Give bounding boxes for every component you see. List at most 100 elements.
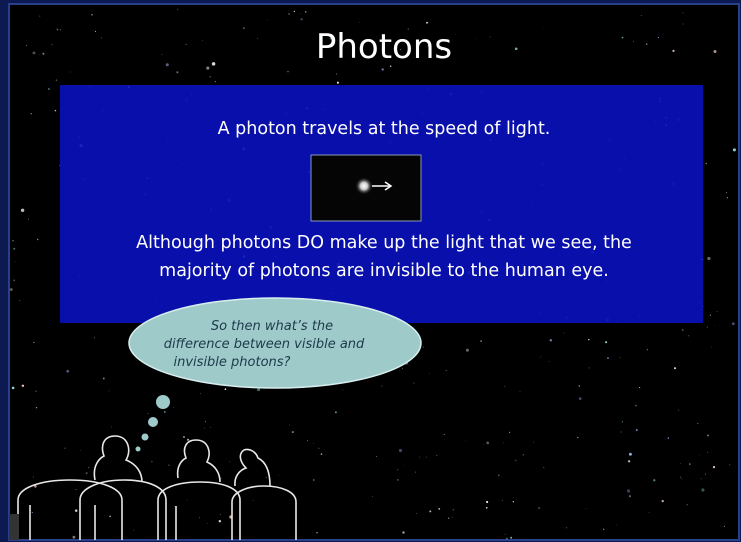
- bubble-text: invisible photons?: [174, 355, 291, 370]
- star: [335, 411, 337, 414]
- star: [278, 474, 279, 476]
- seat: [17, 479, 123, 540]
- star: [291, 431, 294, 434]
- star: [211, 62, 216, 66]
- star: [448, 517, 450, 519]
- star: [678, 409, 680, 411]
- star: [55, 79, 58, 82]
- star: [622, 421, 623, 423]
- star: [288, 13, 290, 15]
- star: [639, 387, 641, 389]
- star: [628, 495, 631, 498]
- star: [443, 433, 445, 435]
- bubble-dot: [148, 417, 158, 427]
- star: [427, 44, 430, 47]
- star: [588, 367, 590, 369]
- star: [681, 329, 684, 331]
- star: [75, 489, 77, 491]
- star: [636, 428, 638, 431]
- star: [419, 456, 421, 458]
- star: [645, 43, 648, 45]
- star: [56, 28, 59, 31]
- star: [648, 512, 650, 514]
- star: [429, 373, 430, 374]
- star: [66, 369, 70, 373]
- star: [653, 479, 656, 482]
- star: [509, 431, 511, 433]
- star: [214, 80, 217, 83]
- star: [400, 49, 402, 51]
- star: [498, 474, 500, 476]
- star: [543, 28, 544, 30]
- star: [318, 447, 320, 449]
- star: [413, 382, 415, 384]
- star: [381, 385, 383, 387]
- star: [428, 21, 430, 23]
- star: [501, 500, 503, 502]
- star: [87, 466, 90, 469]
- star: [9, 288, 13, 291]
- star: [705, 473, 706, 475]
- photon: [355, 177, 373, 195]
- star: [672, 49, 675, 53]
- star: [438, 508, 441, 510]
- star: [20, 208, 25, 213]
- star: [174, 506, 176, 507]
- star: [36, 238, 39, 241]
- slide-title: Photons: [316, 27, 452, 67]
- star: [522, 453, 525, 456]
- star: [60, 29, 62, 31]
- star: [686, 504, 688, 506]
- star: [698, 454, 700, 456]
- star: [173, 406, 175, 408]
- star: [390, 65, 392, 67]
- star: [11, 386, 15, 390]
- star: [165, 63, 169, 67]
- star: [204, 421, 206, 423]
- star: [375, 456, 377, 457]
- star: [707, 256, 711, 261]
- bubble-dot: [156, 395, 170, 409]
- star: [549, 339, 552, 342]
- star: [42, 52, 45, 55]
- star: [634, 404, 637, 407]
- star: [100, 37, 102, 39]
- star: [712, 465, 716, 469]
- star: [185, 43, 187, 45]
- star: [79, 450, 81, 451]
- star: [199, 517, 200, 519]
- star: [206, 522, 208, 524]
- star: [426, 21, 428, 24]
- star: [133, 529, 135, 531]
- star: [35, 390, 37, 392]
- star: [307, 440, 308, 442]
- star: [716, 311, 718, 313]
- star: [407, 28, 409, 30]
- star: [199, 393, 201, 394]
- star: [667, 437, 670, 439]
- star: [416, 513, 417, 514]
- star: [726, 192, 727, 194]
- arrow-head: [384, 181, 393, 191]
- star: [412, 56, 414, 58]
- seat: [231, 485, 297, 540]
- star: [485, 506, 488, 509]
- star: [94, 30, 97, 32]
- star: [533, 441, 534, 443]
- star: [464, 440, 466, 442]
- star: [177, 8, 179, 10]
- star: [13, 247, 16, 250]
- star: [183, 436, 185, 438]
- star: [512, 501, 515, 503]
- star: [102, 377, 105, 380]
- star: [605, 341, 608, 344]
- bubble-text: difference between visible and: [164, 337, 365, 352]
- star: [723, 525, 725, 527]
- star: [603, 528, 605, 530]
- thought-bubble: So then what’s the difference between vi…: [128, 297, 422, 452]
- star: [186, 438, 190, 441]
- bubble-dot: [135, 446, 141, 452]
- panel-body-line: majority of photons are invisible to the…: [159, 261, 609, 281]
- star: [621, 36, 624, 39]
